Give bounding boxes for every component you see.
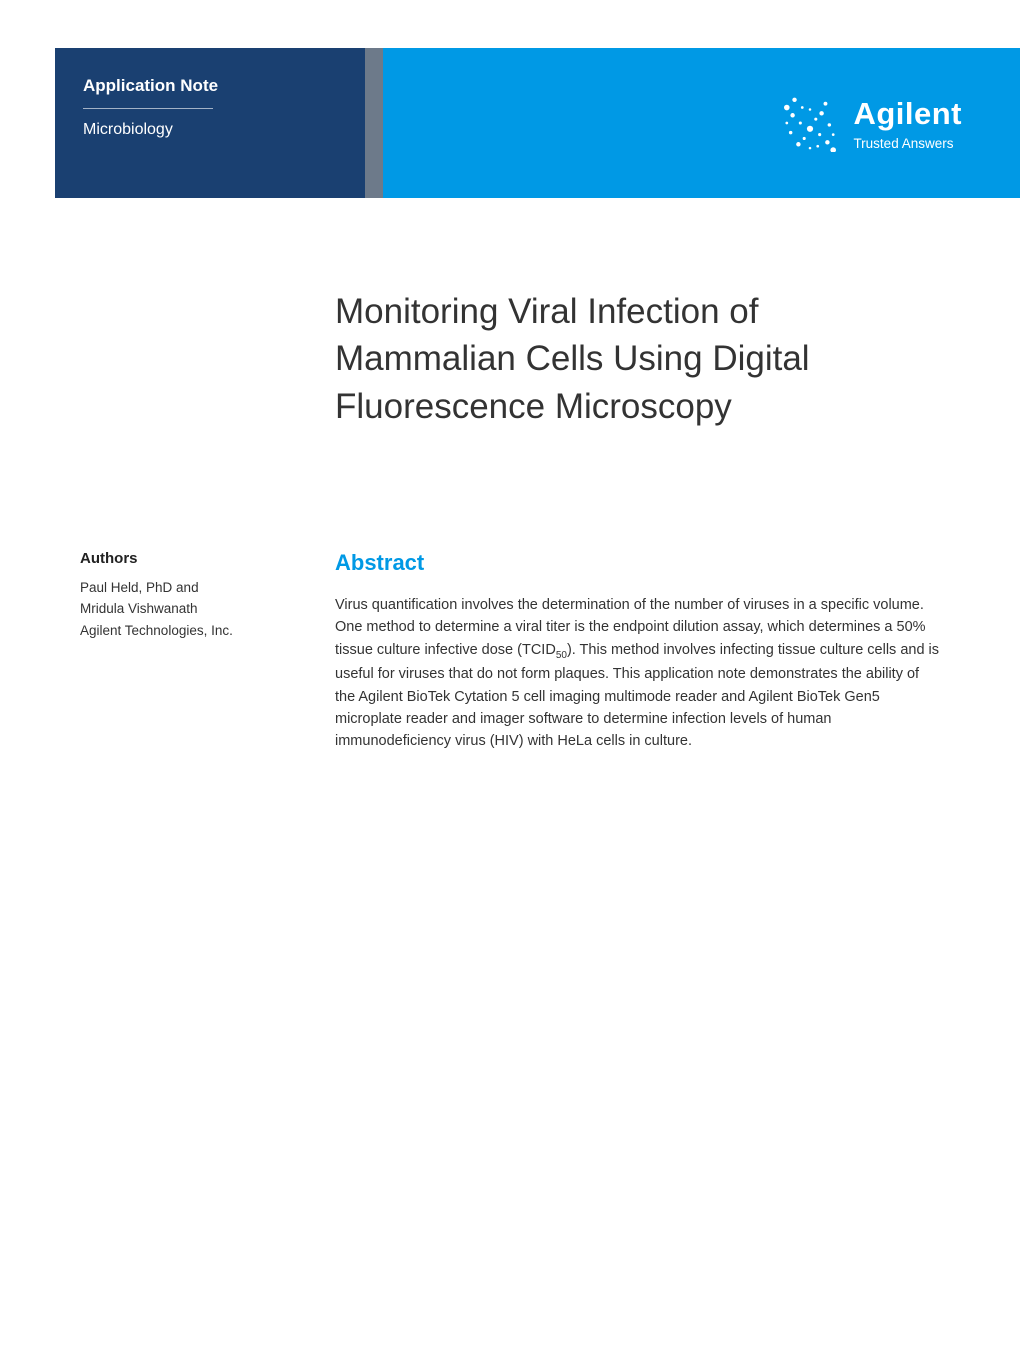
company-logo: Agilent Trusted Answers xyxy=(781,94,962,152)
authors-text: Paul Held, PhD and Mridula Vishwanath Ag… xyxy=(80,577,285,642)
header-divider xyxy=(83,108,213,109)
two-column-layout: Authors Paul Held, PhD and Mridula Vishw… xyxy=(80,550,940,753)
doc-type-label: Application Note xyxy=(83,76,365,96)
header-blue-panel: Agilent Trusted Answers xyxy=(383,48,1020,198)
logo-text-group: Agilent Trusted Answers xyxy=(853,96,962,151)
header-dark-panel: Application Note Microbiology xyxy=(55,48,365,198)
header-margin-left xyxy=(0,48,55,198)
title-block: Monitoring Viral Infection of Mammalian … xyxy=(335,288,940,430)
header-gray-strip xyxy=(365,48,383,198)
company-tagline: Trusted Answers xyxy=(853,136,962,151)
author-line-1: Paul Held, PhD and xyxy=(80,580,199,595)
spark-icon xyxy=(781,94,839,152)
document-title: Monitoring Viral Infection of Mammalian … xyxy=(335,288,940,430)
company-name: Agilent xyxy=(853,96,962,132)
header-band: Application Note Microbiology xyxy=(0,48,1020,198)
abstract-subscript: 50 xyxy=(556,650,567,661)
authors-heading: Authors xyxy=(80,550,285,567)
abstract-body: Virus quantification involves the determ… xyxy=(335,594,940,753)
main-content: Monitoring Viral Infection of Mammalian … xyxy=(0,198,1020,753)
category-label: Microbiology xyxy=(83,121,365,139)
author-line-2: Mridula Vishwanath xyxy=(80,601,198,616)
author-line-3: Agilent Technologies, Inc. xyxy=(80,623,233,638)
abstract-column: Abstract Virus quantification involves t… xyxy=(335,550,940,753)
authors-column: Authors Paul Held, PhD and Mridula Vishw… xyxy=(80,550,285,753)
abstract-heading: Abstract xyxy=(335,550,940,576)
